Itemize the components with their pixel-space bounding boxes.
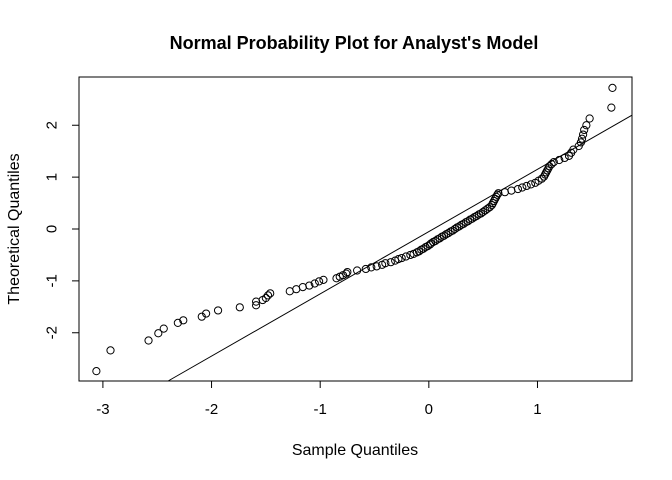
data-point (539, 172, 549, 181)
data-point (261, 293, 270, 303)
data-point (414, 247, 424, 256)
y-axis: -2 -1 0 1 2 (44, 121, 80, 339)
data-point (386, 258, 395, 267)
data-point (202, 309, 211, 318)
data-point (251, 301, 261, 310)
data-point (266, 289, 275, 298)
plot-frame (78, 76, 633, 382)
x-tick-label: 0 (425, 401, 433, 418)
data-point (543, 166, 552, 175)
reference-line (167, 114, 633, 382)
data-point (472, 211, 481, 221)
data-point (488, 198, 498, 208)
data-point (555, 155, 564, 165)
data-point (310, 279, 319, 288)
y-tick-label: 0 (44, 225, 61, 233)
data-point (372, 262, 381, 271)
x-tick-label: -1 (314, 401, 327, 418)
data-point (459, 219, 468, 228)
data-point (298, 283, 307, 292)
data-point (507, 186, 516, 195)
data-point (439, 231, 449, 240)
data-point (585, 114, 594, 123)
data-point (547, 160, 556, 169)
data-point (397, 253, 406, 263)
data-point (431, 236, 440, 246)
data-point (450, 224, 460, 234)
data-point (159, 324, 168, 333)
y-tick-label: 1 (44, 173, 61, 181)
chart-title: Normal Probability Plot for Analyst's Mo… (170, 33, 539, 53)
y-tick-label: -1 (44, 274, 61, 287)
y-axis-label: Theoretical Quantiles (6, 153, 23, 304)
data-point (579, 130, 588, 139)
y-tick-label: 2 (44, 121, 61, 129)
data-point (522, 181, 531, 191)
points-layer (92, 83, 617, 376)
data-point (435, 234, 444, 243)
data-point (106, 346, 115, 355)
y-tick-label: -2 (44, 326, 61, 339)
data-point (526, 180, 536, 189)
data-point (494, 189, 503, 198)
data-point (394, 254, 403, 264)
data-point (92, 367, 101, 376)
data-point (235, 303, 244, 312)
data-point (607, 103, 616, 112)
data-point (319, 275, 328, 284)
data-point (343, 267, 352, 277)
data-point (545, 162, 554, 171)
data-point (518, 183, 527, 192)
data-point (577, 134, 587, 143)
data-point (576, 138, 586, 147)
x-axis: -3 -2 -1 0 1 (96, 380, 542, 418)
data-point (580, 125, 589, 135)
data-point (381, 259, 390, 268)
data-point (361, 264, 370, 274)
data-point (367, 263, 376, 272)
data-point (342, 269, 351, 278)
data-point (144, 336, 153, 345)
x-tick-label: 1 (533, 401, 541, 418)
data-point (305, 281, 314, 290)
data-point (315, 277, 324, 286)
data-point (513, 184, 523, 194)
data-point (426, 239, 436, 248)
data-point (489, 196, 499, 206)
data-point (493, 190, 502, 199)
data-point (463, 217, 473, 226)
x-tick-label: -2 (205, 401, 218, 418)
data-point (444, 229, 453, 238)
data-point (419, 244, 428, 253)
data-point (549, 157, 558, 167)
data-point (154, 329, 163, 338)
data-point (582, 121, 591, 130)
reference-line-layer (167, 114, 633, 382)
data-point (608, 83, 617, 92)
data-point (560, 153, 569, 163)
data-point (468, 214, 477, 223)
x-tick-label: -3 (96, 401, 109, 418)
data-point (487, 201, 496, 210)
data-point (173, 318, 182, 327)
data-point (540, 170, 550, 179)
data-point (353, 266, 362, 275)
data-point (500, 188, 509, 197)
data-point (401, 252, 411, 261)
data-point (213, 306, 223, 315)
data-point (542, 168, 551, 177)
data-point (179, 316, 188, 325)
data-point (263, 291, 273, 300)
x-axis-label: Sample Quantiles (292, 442, 418, 459)
data-point (455, 222, 464, 231)
